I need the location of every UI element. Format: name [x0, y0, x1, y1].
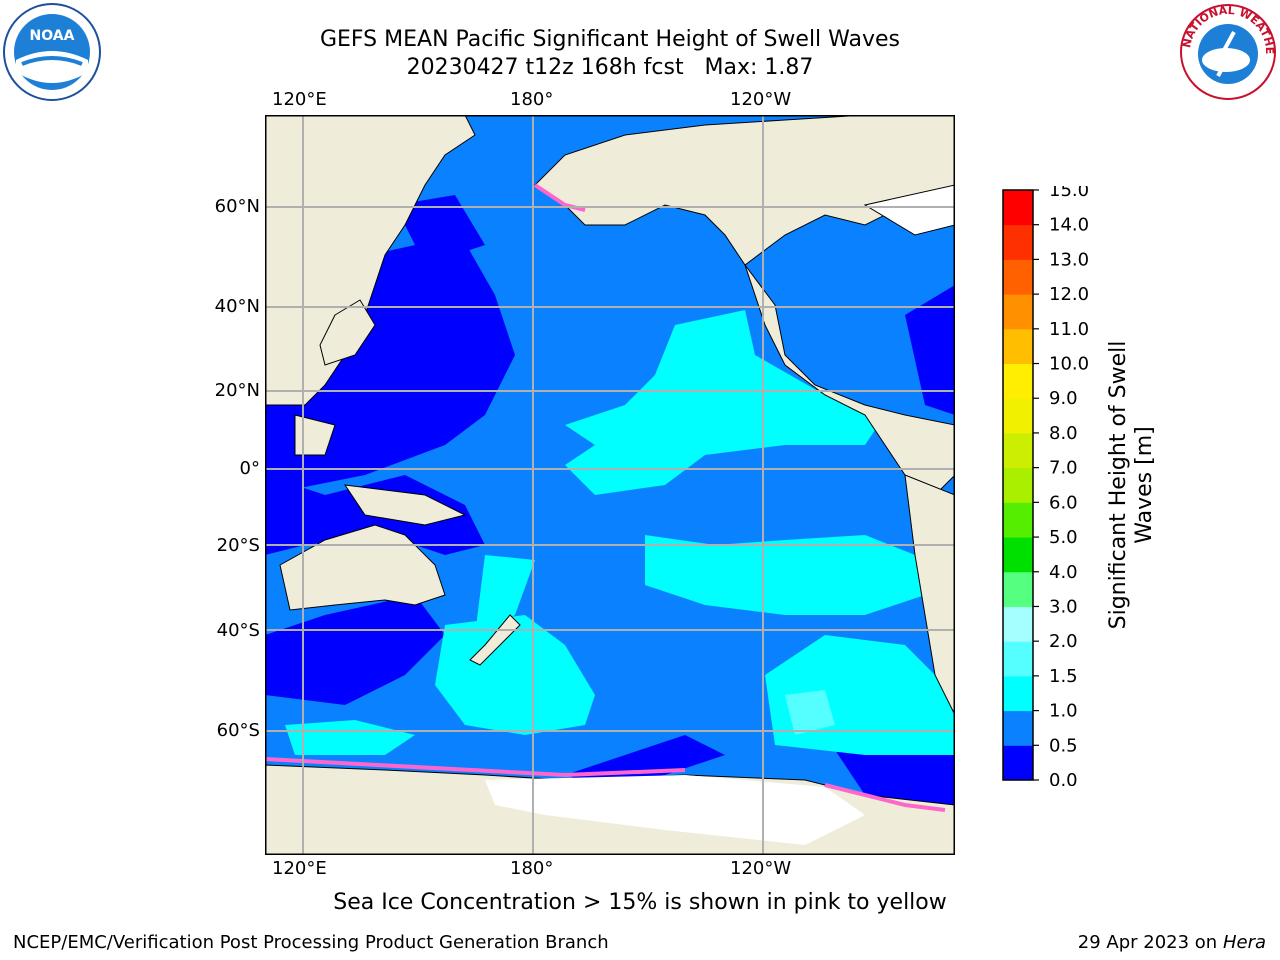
footer-credit: NCEP/EMC/Verification Post Processing Pr…: [13, 932, 609, 953]
lat-label-20n: 20°N: [214, 380, 260, 401]
colorbar-tick-label: 9.0: [1049, 388, 1078, 409]
lon-label-top-180: 180°: [510, 89, 554, 110]
lat-label-40n: 40°N: [214, 296, 260, 317]
colorbar-frame: [1002, 189, 1034, 781]
colorbar-segment: [1003, 363, 1033, 399]
colorbar-segment: [1003, 641, 1033, 677]
sea-ice-note: Sea Ice Concentration > 15% is shown in …: [333, 890, 947, 915]
colorbar-tick-label: 1.0: [1049, 701, 1078, 722]
footer-date: 29 Apr 2023 on Hera: [1078, 932, 1266, 953]
colorbar-tick-label: 10.0: [1049, 354, 1089, 375]
lat-label-60n: 60°N: [214, 196, 260, 217]
colorbar-tick-label: 0.5: [1049, 735, 1078, 756]
noaa-logo: NOAA: [2, 2, 102, 102]
colorbar-segment: [1003, 190, 1033, 226]
colorbar-segment: [1003, 398, 1033, 434]
colorbar-segment: [1003, 745, 1033, 781]
colorbar-segment: [1003, 606, 1033, 642]
colorbar-tick-label: 12.0: [1049, 284, 1089, 305]
colorbar-tick-label: 4.0: [1049, 562, 1078, 583]
lon-label-bottom-180: 180°: [510, 858, 554, 879]
colorbar-segment: [1003, 432, 1033, 469]
noaa-logo-text: NOAA: [30, 28, 75, 44]
colorbar-tick-label: 5.0: [1049, 527, 1078, 548]
colorbar-segment: [1003, 467, 1033, 503]
colorbar-tick-label: 6.0: [1049, 492, 1078, 513]
colorbar-segment: [1003, 710, 1033, 746]
swell-height-map: [264, 114, 956, 856]
chart-subtitle: 20230427 t12z 168h fcst Max: 1.87: [406, 55, 814, 80]
footer-host: Hera: [1222, 932, 1266, 953]
colorbar-tick-label: 8.0: [1049, 423, 1078, 444]
lon-label-bottom-120w: 120°W: [730, 858, 792, 879]
colorbar-tick-label: 15.0: [1049, 186, 1089, 201]
lat-label-20s: 20°S: [216, 535, 260, 556]
nws-logo: NATIONAL WEATHER SERVICE: [1174, 0, 1278, 102]
colorbar-segment: [1003, 259, 1033, 295]
footer-date-prefix: 29 Apr 2023 on: [1077, 932, 1223, 953]
lat-label-60s: 60°S: [216, 720, 260, 741]
colorbar-segment: [1003, 571, 1033, 607]
colorbar-tick-label: 13.0: [1049, 249, 1089, 270]
colorbar-label-line2: Waves [m]: [1132, 426, 1157, 543]
colorbar-segment: [1003, 537, 1033, 573]
colorbar-label-line1: Significant Height of Swell: [1106, 341, 1131, 630]
lon-label-top-120w: 120°W: [730, 89, 792, 110]
colorbar-tick-label: 14.0: [1049, 215, 1089, 236]
colorbar-segment: [1003, 224, 1033, 260]
colorbar-segment: [1003, 675, 1033, 712]
lat-label-0: 0°: [239, 458, 260, 479]
colorbar-segment: [1003, 328, 1033, 365]
lon-label-bottom-120e: 120°E: [272, 858, 327, 879]
colorbar-tick-label: 11.0: [1049, 319, 1089, 340]
colorbar: 0.0 0.5 1.0 1.5 2.0 3.0 4.0 5.0 6.0 7.0 8.0 9.0 10.0…: [1000, 180, 1120, 791]
colorbar-segment: [1003, 294, 1033, 330]
lat-label-40s: 40°S: [216, 620, 260, 641]
lon-label-top-120e: 120°E: [272, 89, 327, 110]
chart-title: GEFS MEAN Pacific Significant Height of …: [319, 27, 901, 52]
colorbar-tick-label: 2.0: [1049, 631, 1078, 652]
colorbar-segment: [1003, 502, 1033, 538]
colorbar-tick-label: 7.0: [1049, 458, 1078, 479]
colorbar-tick-label: 0.0: [1049, 770, 1078, 786]
colorbar-tick-label: 3.0: [1049, 596, 1078, 617]
colorbar-label: Significant Height of Swell Waves [m]: [1100, 185, 1160, 785]
colorbar-tick-label: 1.5: [1049, 666, 1078, 687]
